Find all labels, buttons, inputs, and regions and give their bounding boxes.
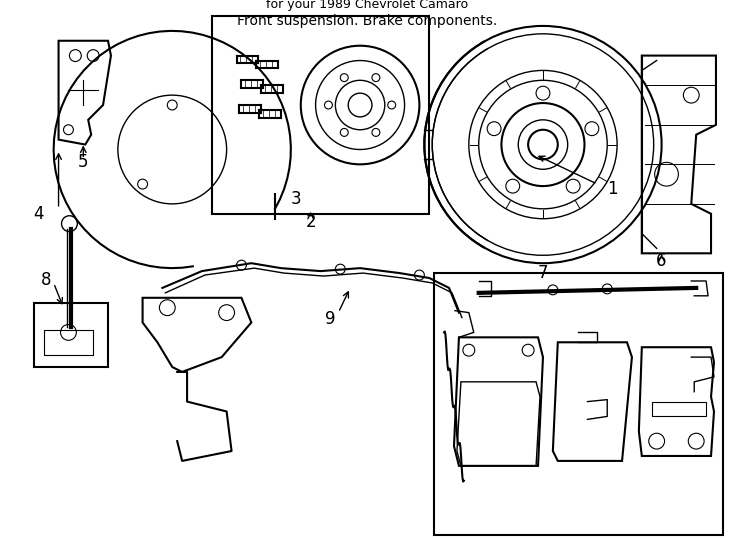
Text: 9: 9 xyxy=(325,309,335,328)
Text: for your 1989 Chevrolet Camaro: for your 1989 Chevrolet Camaro xyxy=(266,0,468,11)
Text: 1: 1 xyxy=(607,180,618,198)
Text: 3: 3 xyxy=(291,190,301,208)
Bar xyxy=(212,16,429,214)
Text: 4: 4 xyxy=(33,205,44,223)
Bar xyxy=(44,330,93,355)
Text: 2: 2 xyxy=(305,213,316,231)
Text: 7: 7 xyxy=(538,264,548,282)
Text: 8: 8 xyxy=(40,271,51,289)
Text: 5: 5 xyxy=(78,153,89,171)
Text: 6: 6 xyxy=(656,252,667,270)
Bar xyxy=(34,303,108,367)
Bar xyxy=(435,273,723,535)
Bar xyxy=(652,402,706,416)
Text: Front suspension. Brake components.: Front suspension. Brake components. xyxy=(237,14,497,28)
